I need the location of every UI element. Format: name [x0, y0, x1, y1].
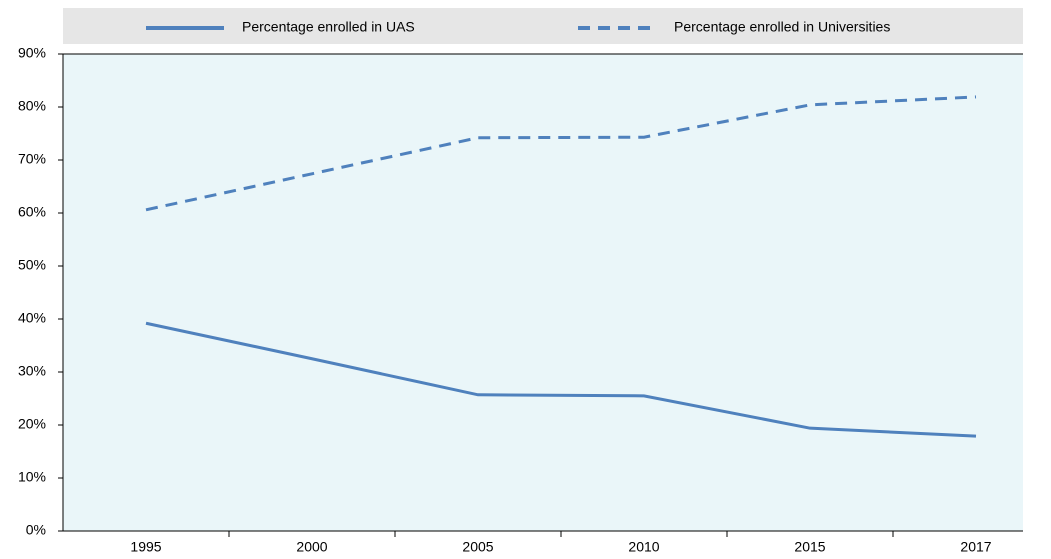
x-tick-label: 2010: [628, 539, 659, 555]
y-tick-label: 30%: [18, 363, 46, 379]
series-line: [145, 321, 977, 438]
y-tick-label: 10%: [18, 469, 46, 485]
legend-label: Percentage enrolled in Universities: [674, 19, 890, 35]
x-tick-label: 1995: [130, 539, 161, 555]
x-tick-label: 2015: [794, 539, 825, 555]
y-tick-label: 40%: [18, 310, 46, 326]
x-tick-label: 2005: [462, 539, 493, 555]
y-tick-label: 20%: [18, 416, 46, 432]
y-tick-label: 0%: [26, 522, 46, 538]
y-tick-label: 60%: [18, 204, 46, 220]
y-tick-label: 70%: [18, 151, 46, 167]
x-tick-label: 2017: [960, 539, 991, 555]
y-tick-label: 90%: [18, 45, 46, 61]
y-tick-label: 50%: [18, 257, 46, 273]
legend-label: Percentage enrolled in UAS: [242, 19, 415, 35]
series-line: [145, 95, 977, 212]
y-tick-label: 80%: [18, 98, 46, 114]
x-tick-label: 2000: [296, 539, 327, 555]
plot-background: [63, 54, 1023, 531]
